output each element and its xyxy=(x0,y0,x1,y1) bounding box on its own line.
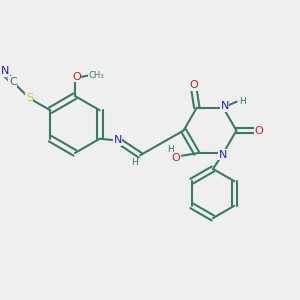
Text: C: C xyxy=(9,77,17,87)
Text: O: O xyxy=(72,71,81,82)
Text: O: O xyxy=(171,153,180,163)
Text: N: N xyxy=(219,150,227,160)
Text: H: H xyxy=(239,97,245,106)
Text: O: O xyxy=(189,80,198,90)
Text: H: H xyxy=(167,145,174,154)
Text: N: N xyxy=(220,101,229,111)
Text: S: S xyxy=(26,93,33,103)
Text: H: H xyxy=(131,158,138,167)
Text: O: O xyxy=(254,125,263,136)
Text: N: N xyxy=(113,135,122,145)
Text: N: N xyxy=(1,66,10,76)
Text: CH₃: CH₃ xyxy=(88,70,104,80)
